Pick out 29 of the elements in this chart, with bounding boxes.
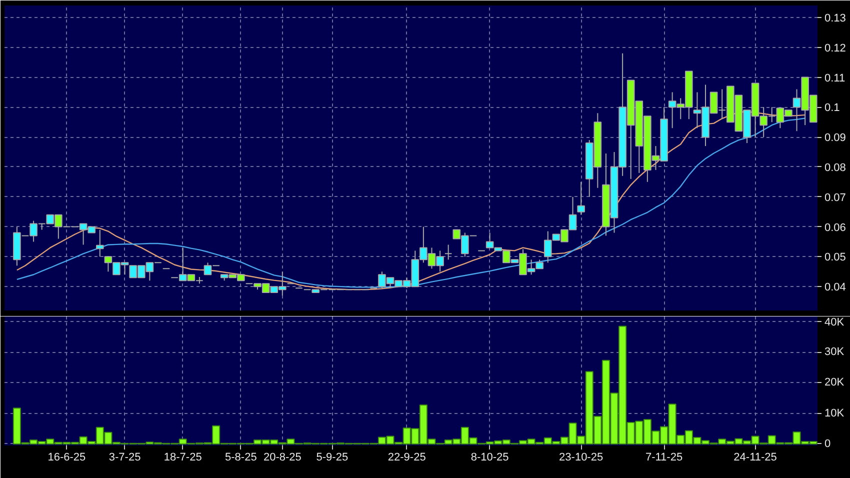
y-tick-label: 0.06 bbox=[824, 222, 846, 234]
y-tick-label: 0.09 bbox=[824, 132, 846, 144]
x-tick-label: 18-7-25 bbox=[164, 452, 202, 464]
candlestick bbox=[96, 229, 104, 258]
x-tick-label: 3-7-25 bbox=[108, 452, 141, 464]
x-tick-label: 22-9-25 bbox=[388, 452, 426, 464]
y-tick-label: 0.11 bbox=[824, 72, 846, 84]
x-tick-label: 16-6-25 bbox=[48, 452, 86, 464]
candlestick bbox=[577, 181, 585, 216]
x-tick-label: 20-8-25 bbox=[263, 452, 302, 464]
y-tick-label: 0.13 bbox=[824, 12, 846, 24]
x-tick-label: 23-10-25 bbox=[559, 452, 604, 464]
y-tick-label: 0 bbox=[824, 438, 831, 450]
y-tick-label: 10K bbox=[824, 407, 845, 420]
x-tick-label: 7-11-25 bbox=[645, 452, 683, 464]
y-tick-label: 0.04 bbox=[824, 282, 846, 294]
x-tick-label: 5-9-25 bbox=[316, 452, 348, 464]
y-tick-label: 0.1 bbox=[824, 102, 840, 114]
y-tick-label: 30K bbox=[824, 346, 845, 358]
y-tick-label: 0.12 bbox=[824, 42, 846, 54]
y-tick-label: 0.05 bbox=[824, 252, 846, 264]
y-tick-label: 40K bbox=[824, 316, 845, 328]
y-tick-label: 0.07 bbox=[824, 192, 846, 204]
x-tick-label: 5-8-25 bbox=[225, 452, 257, 464]
x-tick-label: 8-10-25 bbox=[470, 452, 509, 464]
candlestick bbox=[444, 244, 452, 260]
x-tick-label: 24-11-25 bbox=[734, 452, 777, 464]
y-tick-label: 20K bbox=[824, 376, 845, 389]
y-tick-label: 0.08 bbox=[824, 162, 846, 174]
